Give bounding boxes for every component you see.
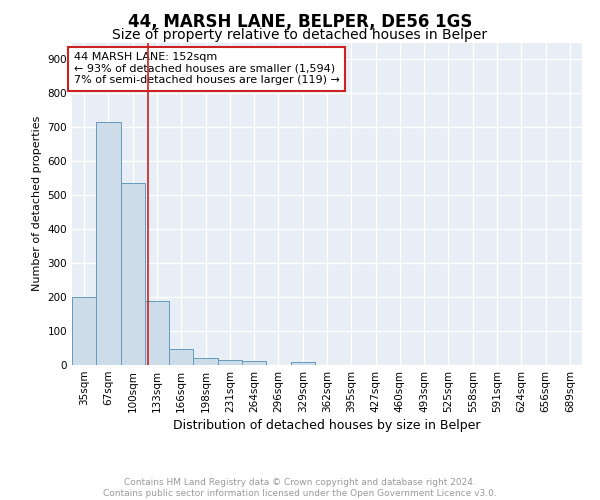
Text: Size of property relative to detached houses in Belper: Size of property relative to detached ho… bbox=[112, 28, 488, 42]
Bar bbox=[169, 350, 193, 365]
Text: Contains HM Land Registry data © Crown copyright and database right 2024.
Contai: Contains HM Land Registry data © Crown c… bbox=[103, 478, 497, 498]
Text: 44, MARSH LANE, BELPER, DE56 1GS: 44, MARSH LANE, BELPER, DE56 1GS bbox=[128, 12, 472, 30]
Bar bbox=[145, 300, 169, 365]
Bar bbox=[290, 362, 315, 365]
Y-axis label: Number of detached properties: Number of detached properties bbox=[32, 116, 42, 292]
Bar bbox=[242, 361, 266, 365]
Text: 44 MARSH LANE: 152sqm
← 93% of detached houses are smaller (1,594)
7% of semi-de: 44 MARSH LANE: 152sqm ← 93% of detached … bbox=[74, 52, 340, 86]
Bar bbox=[121, 182, 145, 365]
Bar bbox=[218, 360, 242, 365]
X-axis label: Distribution of detached houses by size in Belper: Distribution of detached houses by size … bbox=[173, 419, 481, 432]
Bar bbox=[72, 297, 96, 365]
Bar bbox=[193, 358, 218, 365]
Bar bbox=[96, 122, 121, 365]
